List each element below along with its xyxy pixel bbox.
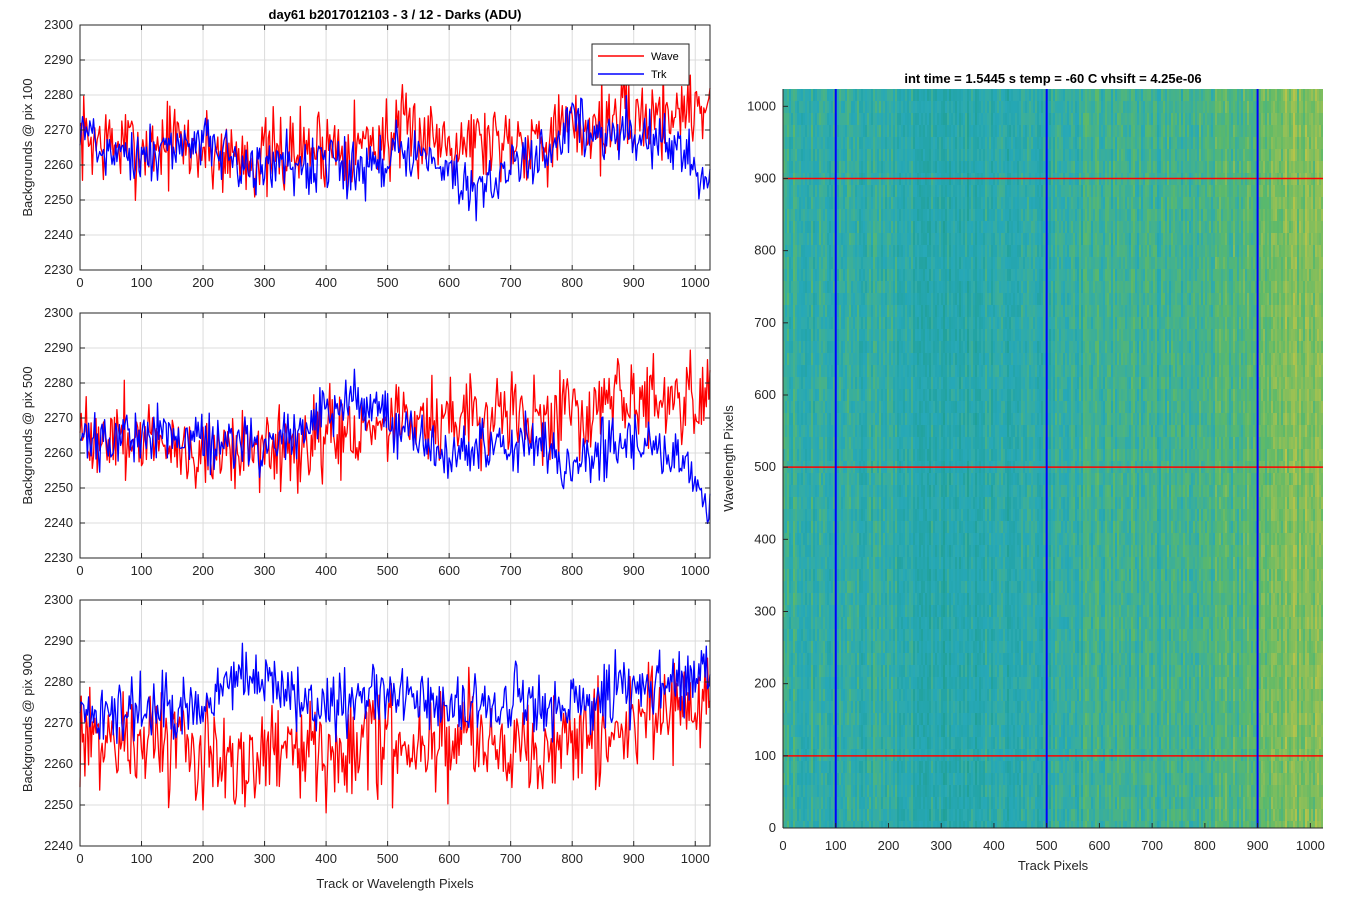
y-tick-label: 2260: [44, 756, 73, 771]
x-tick-label: 600: [438, 563, 460, 578]
x-tick-label: 500: [377, 275, 399, 290]
heatmap-y-tick-label: 400: [754, 531, 776, 546]
heatmap-x-tick-label: 100: [825, 838, 847, 853]
heatmap-x-tick-label: 900: [1247, 838, 1269, 853]
heatmap-x-tick-label: 1000: [1296, 838, 1325, 853]
heatmap-x-tick-label: 800: [1194, 838, 1216, 853]
axes-frame: [79, 312, 711, 559]
heatmap-y-tick-label: 1000: [747, 98, 776, 113]
series-trk: [79, 368, 711, 525]
x-tick-label: 300: [254, 851, 276, 866]
y-tick-label: 2290: [44, 340, 73, 355]
plot-pix-500: 0 100 200 300 400 500 600 700 800 900 1000 2230 2240…: [20, 305, 711, 578]
y-tick-label: 2250: [44, 480, 73, 495]
x-tick-label: 700: [500, 563, 522, 578]
x-tick-label: 200: [192, 851, 214, 866]
y-tick-label: 2230: [44, 262, 73, 277]
series-trk: [79, 642, 711, 744]
axes-frame: [79, 24, 711, 271]
y-tick-label: 2300: [44, 305, 73, 320]
y-tick-label: 2250: [44, 192, 73, 207]
legend: Wave Trk: [591, 43, 690, 86]
y-tick-label: 2300: [44, 592, 73, 607]
heatmap-x-tick-label: 200: [878, 838, 900, 853]
y-tick-label: 2240: [44, 515, 73, 530]
bottom-x-axis-label: Track or Wavelength Pixels: [316, 876, 474, 891]
heatmap-x-tick-label: 0: [779, 838, 786, 853]
heatmap-title: int time = 1.5445 s temp = -60 C vhsift …: [904, 71, 1201, 86]
plot-pix-900: 0 100 200 300 400 500 600 700 800 900 1000 2240 2250…: [20, 592, 711, 866]
x-tick-label: 200: [192, 563, 214, 578]
x-tick-label: 700: [500, 275, 522, 290]
y-tick-label: 2260: [44, 157, 73, 172]
y-tick-label: 2270: [44, 715, 73, 730]
y-axis-label: Backgrounds @ pix 900: [20, 654, 35, 792]
y-tick-label: 2280: [44, 674, 73, 689]
x-tick-label: 100: [131, 851, 153, 866]
heatmap-x-axis-label: Track Pixels: [1018, 858, 1089, 873]
y-tick-label: 2270: [44, 122, 73, 137]
x-tick-label: 300: [254, 275, 276, 290]
x-tick-label: 0: [76, 851, 83, 866]
x-tick-label: 400: [315, 851, 337, 866]
y-tick-label: 2280: [44, 87, 73, 102]
heatmap-y-axis-label: Wavelength Pixels: [721, 405, 736, 512]
x-tick-label: 1000: [681, 563, 710, 578]
heatmap-y-tick-label: 500: [754, 459, 776, 474]
series-wave: [79, 657, 711, 814]
y-tick-label: 2270: [44, 410, 73, 425]
heatmap-x-tick-label: 300: [930, 838, 952, 853]
x-tick-label: 0: [76, 563, 83, 578]
x-tick-label: 500: [377, 563, 399, 578]
x-tick-label: 700: [500, 851, 522, 866]
x-tick-label: 400: [315, 563, 337, 578]
x-tick-label: 200: [192, 275, 214, 290]
figure-title: day61 b2017012103 - 3 / 12 - Darks (ADU): [269, 7, 522, 22]
heatmap-y-tick-label: 300: [754, 603, 776, 618]
x-tick-label: 600: [438, 275, 460, 290]
x-tick-label: 400: [315, 275, 337, 290]
x-tick-label: 300: [254, 563, 276, 578]
x-tick-label: 900: [623, 563, 645, 578]
x-tick-label: 800: [561, 275, 583, 290]
x-tick-label: 900: [623, 275, 645, 290]
series-trk: [79, 94, 711, 222]
heatmap-y-tick-label: 900: [754, 170, 776, 185]
x-tick-label: 800: [561, 851, 583, 866]
heatmap-panel: 0 100 200 300 400 500 600 700 800 900 1000 0 100 200 3…: [721, 71, 1325, 873]
legend-label-trk: Trk: [651, 69, 667, 81]
y-axis-label: Backgrounds @ pix 100: [20, 78, 35, 216]
heatmap-y-tick-label: 600: [754, 387, 776, 402]
x-tick-label: 600: [438, 851, 460, 866]
y-tick-label: 2260: [44, 445, 73, 460]
heatmap-x-tick-label: 600: [1089, 838, 1111, 853]
x-tick-label: 500: [377, 851, 399, 866]
y-tick-label: 2230: [44, 550, 73, 565]
heatmap-y-tick-label: 100: [754, 748, 776, 763]
y-tick-label: 2240: [44, 227, 73, 242]
x-tick-label: 0: [76, 275, 83, 290]
y-tick-label: 2290: [44, 52, 73, 67]
y-tick-label: 2300: [44, 17, 73, 32]
x-tick-label: 1000: [681, 851, 710, 866]
heatmap-x-tick-label: 700: [1141, 838, 1163, 853]
y-tick-label: 2250: [44, 797, 73, 812]
x-tick-label: 100: [131, 275, 153, 290]
heatmap-y-tick-label: 0: [769, 820, 776, 835]
x-tick-label: 100: [131, 563, 153, 578]
y-tick-label: 2240: [44, 838, 73, 853]
heatmap-y-tick-label: 700: [754, 315, 776, 330]
legend-label-wave: Wave: [651, 51, 679, 63]
heatmap-y-tick-label: 800: [754, 243, 776, 258]
x-tick-label: 900: [623, 851, 645, 866]
y-axis-label: Backgrounds @ pix 500: [20, 366, 35, 504]
heatmap-x-tick-label: 500: [1036, 838, 1058, 853]
x-tick-label: 1000: [681, 275, 710, 290]
y-tick-label: 2290: [44, 633, 73, 648]
heatmap-x-tick-label: 400: [983, 838, 1005, 853]
heatmap-y-tick-label: 200: [754, 676, 776, 691]
x-tick-label: 800: [561, 563, 583, 578]
y-tick-label: 2280: [44, 375, 73, 390]
